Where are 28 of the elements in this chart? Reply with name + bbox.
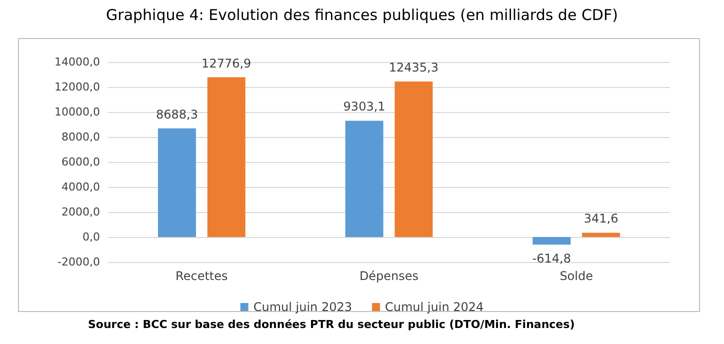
bar xyxy=(345,120,384,237)
data-label: -614,8 xyxy=(532,252,571,266)
legend-label: Cumul juin 2023 xyxy=(253,300,352,314)
y-tick-label: 2000,0 xyxy=(62,206,100,218)
bar xyxy=(532,237,571,245)
y-tick-label: -2000,0 xyxy=(58,256,100,268)
data-label: 8688,3 xyxy=(156,107,198,122)
legend-label: Cumul juin 2024 xyxy=(385,300,484,314)
bar xyxy=(394,82,433,237)
x-tick-label: Solde xyxy=(560,269,593,283)
data-label: 9303,1 xyxy=(343,100,386,114)
y-tick-label: 10000,0 xyxy=(54,106,100,118)
bar xyxy=(158,128,196,237)
y-tick-label: 8000,0 xyxy=(62,130,100,144)
source-note: Source : BCC sur base des données PTR du secteur public (DTO/Min. Finances) xyxy=(88,318,575,331)
x-tick-label: Recettes xyxy=(176,269,228,283)
data-label: 12776,9 xyxy=(202,56,252,70)
y-tick-label: 12000,0 xyxy=(54,80,100,94)
y-tick-label: 0,0 xyxy=(82,230,100,244)
data-label: 12435,3 xyxy=(388,60,439,75)
chart-title: Graphique 4: Evolution des finances publiques (en milliards de CDF) xyxy=(105,6,619,24)
data-label: 341,6 xyxy=(584,212,618,226)
y-tick-label: 14000,0 xyxy=(54,56,100,68)
y-tick-label: 6000,0 xyxy=(62,156,100,168)
x-tick-label: Dépenses xyxy=(359,269,419,283)
bar xyxy=(582,232,620,237)
y-tick-label: 4000,0 xyxy=(62,180,100,194)
bar xyxy=(207,77,246,237)
